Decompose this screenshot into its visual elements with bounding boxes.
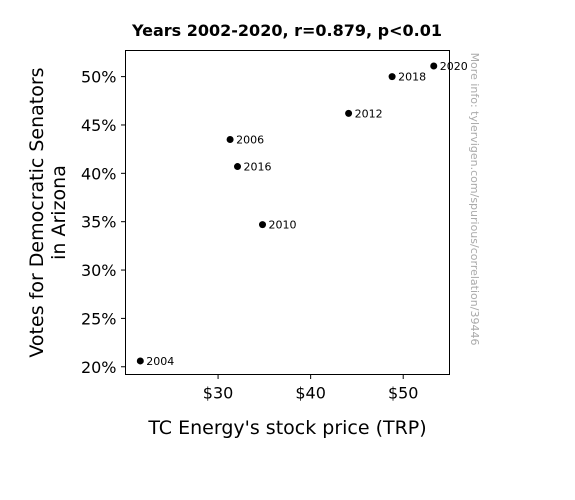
x-axis-ticks: $30 $40 $50 bbox=[203, 374, 419, 403]
y-tick-label: 40% bbox=[81, 164, 117, 183]
chart-title: Years 2002-2020, r=0.879, p<0.01 bbox=[131, 21, 442, 40]
y-axis-label-line-2: in Arizona bbox=[48, 165, 70, 260]
data-point-2016 bbox=[234, 163, 242, 171]
data-point-2004 bbox=[136, 357, 144, 365]
data-points: 2004 2006 2010 2012 2016 2018 2020 bbox=[136, 60, 468, 368]
x-tick-label: $50 bbox=[388, 384, 419, 403]
watermark-text: More info: tylervigen.com/spurious/corre… bbox=[468, 53, 481, 346]
plot-frame bbox=[125, 50, 450, 375]
data-point-label-2010: 2010 bbox=[269, 219, 297, 232]
data-point-label-2020: 2020 bbox=[440, 60, 468, 73]
data-point-label-2018: 2018 bbox=[398, 71, 426, 84]
y-tick-label: 45% bbox=[81, 116, 117, 135]
x-axis-label: TC Energy's stock price (TRP) bbox=[147, 417, 426, 439]
y-tick-label: 20% bbox=[81, 358, 117, 377]
data-point-label-2016: 2016 bbox=[244, 161, 272, 174]
x-tick-label: $30 bbox=[203, 384, 234, 403]
y-tick-label: 30% bbox=[81, 261, 117, 280]
y-axis-label-line-1: Votes for Democratic Senators bbox=[26, 67, 48, 357]
data-point-2010 bbox=[259, 221, 267, 229]
data-point-label-2012: 2012 bbox=[355, 107, 383, 120]
y-tick-label: 35% bbox=[81, 213, 117, 232]
data-point-label-2006: 2006 bbox=[236, 133, 264, 146]
data-point-label-2004: 2004 bbox=[146, 355, 174, 368]
data-point-2012 bbox=[345, 109, 353, 117]
data-point-2020 bbox=[430, 62, 438, 70]
data-point-2006 bbox=[226, 135, 234, 143]
y-tick-label: 25% bbox=[81, 309, 117, 328]
data-point-2018 bbox=[388, 73, 396, 81]
y-tick-label: 50% bbox=[81, 68, 117, 87]
x-tick-label: $40 bbox=[295, 384, 326, 403]
y-axis-ticks: 20% 25% 30% 35% 40% 45% 50% bbox=[81, 68, 126, 377]
